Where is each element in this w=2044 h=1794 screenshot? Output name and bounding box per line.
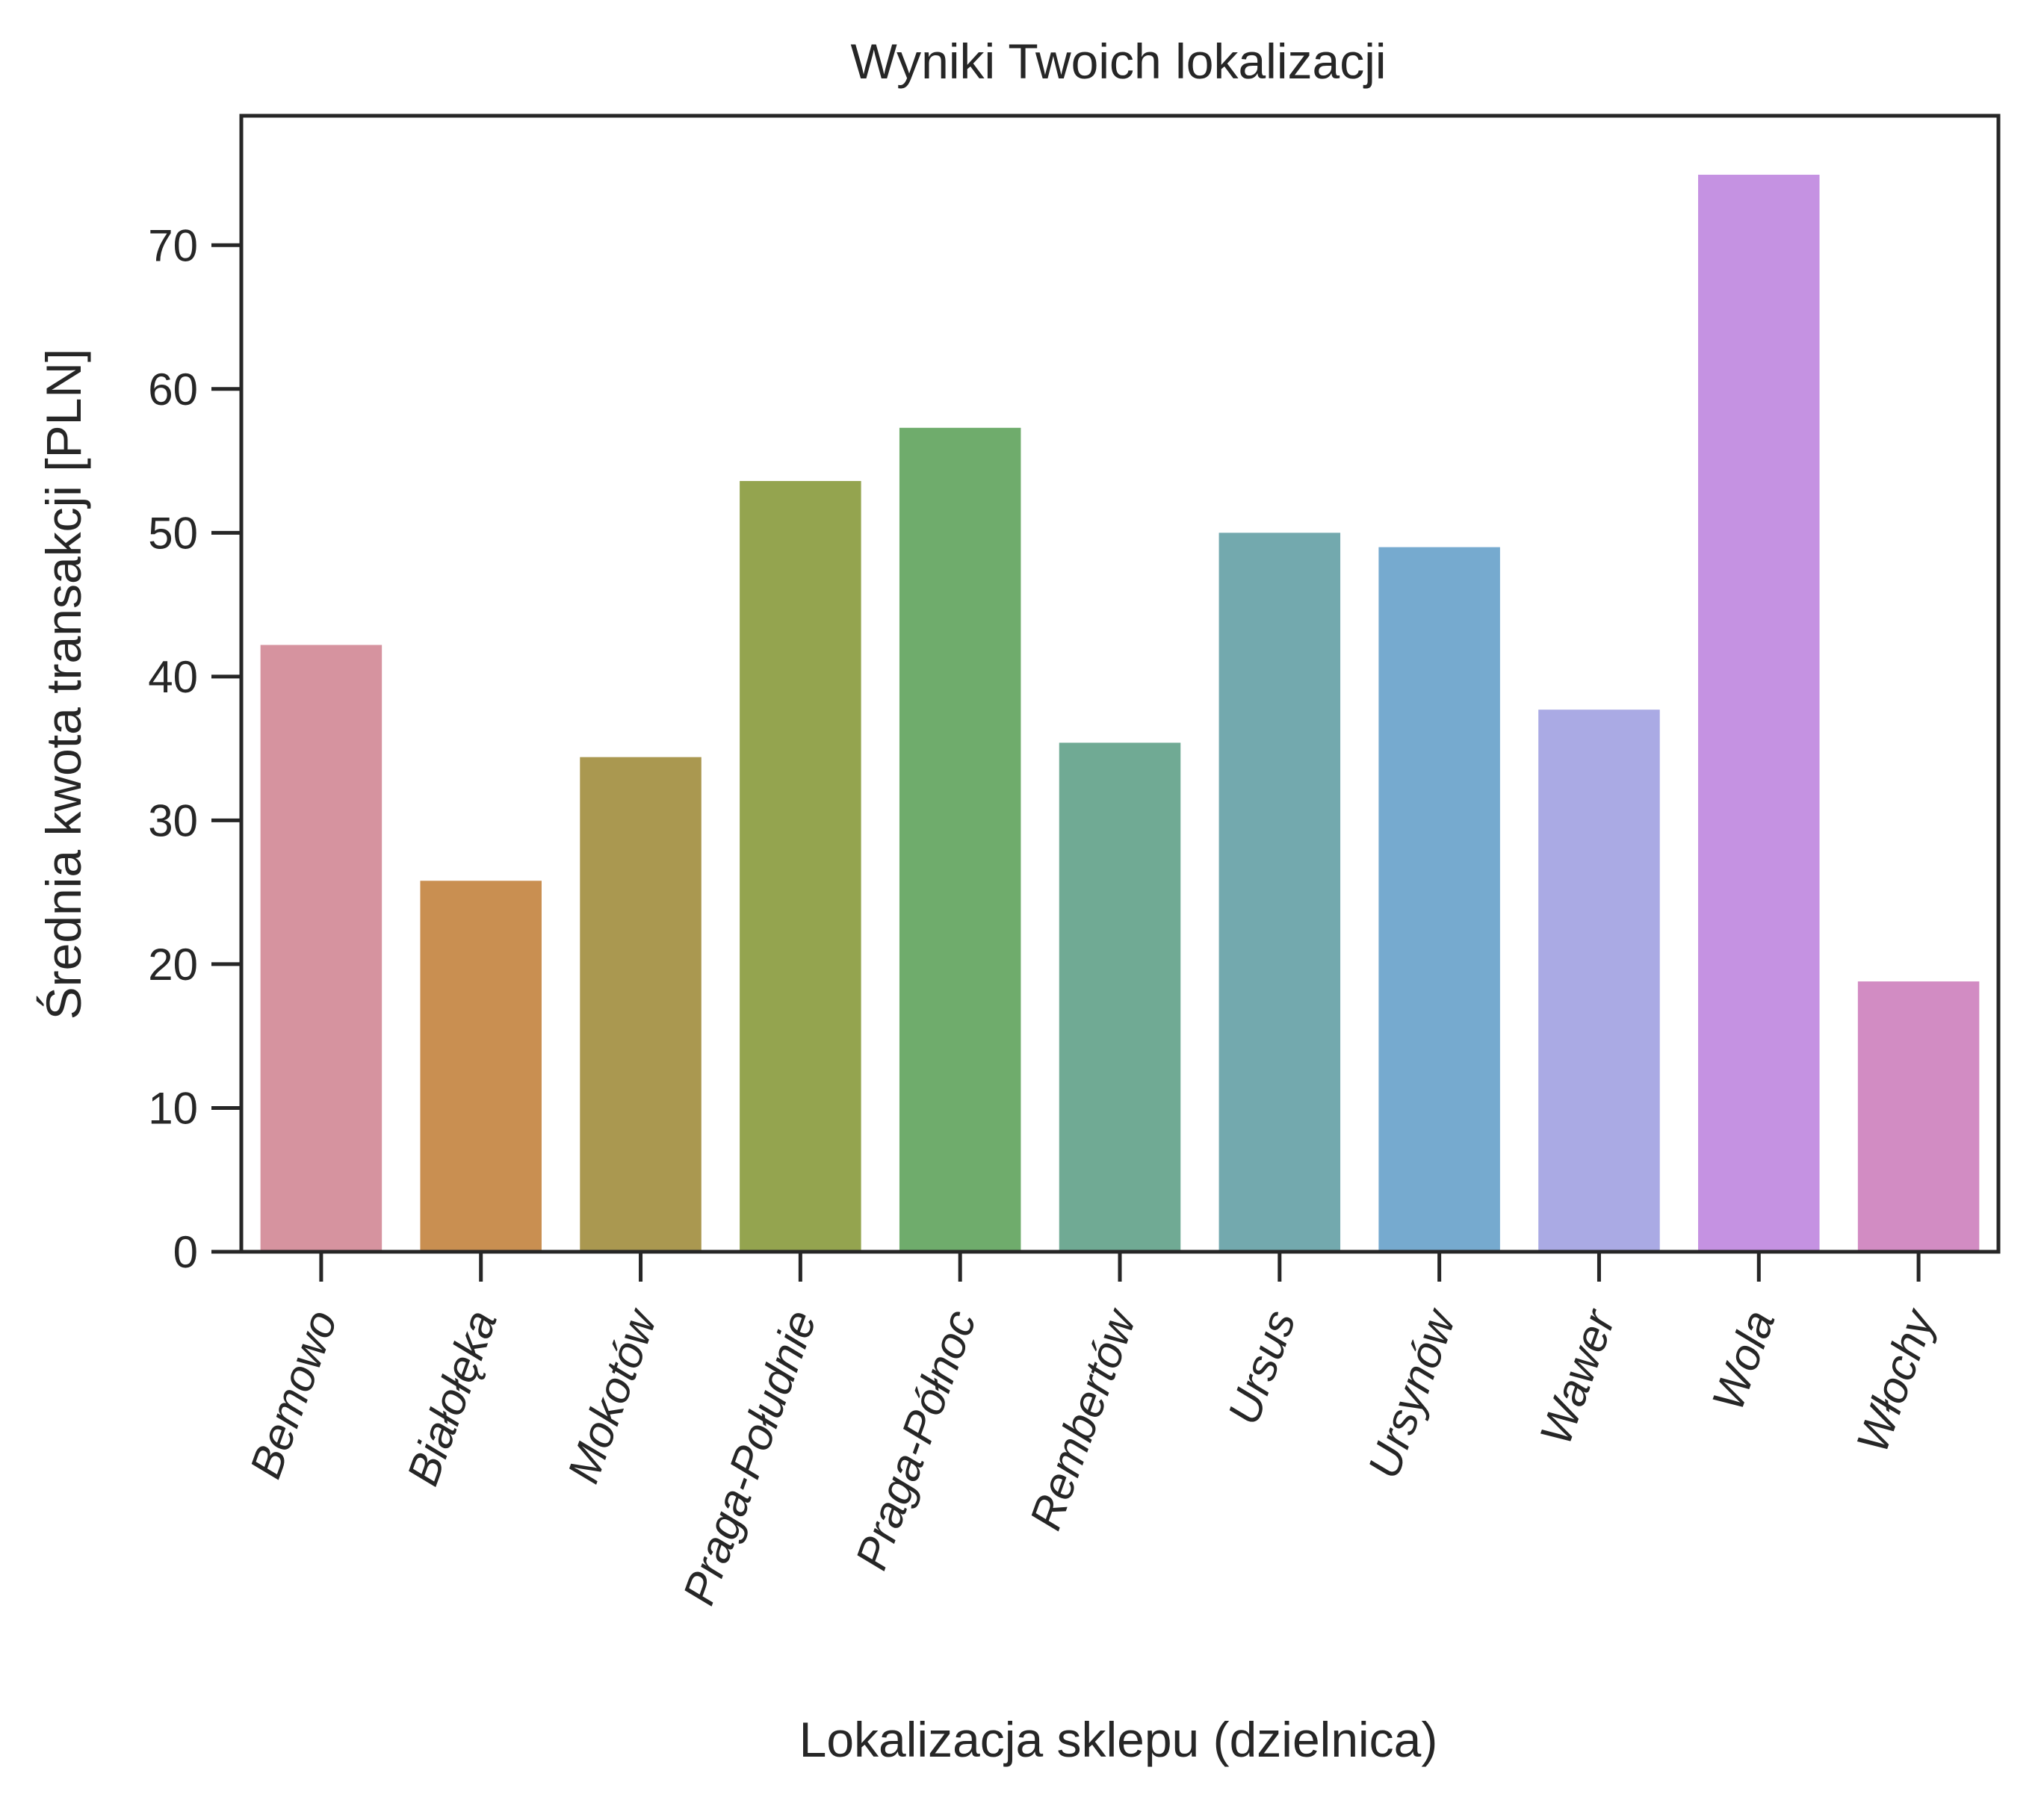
y-tick-label: 30: [148, 795, 198, 845]
bar-mokotów: [580, 757, 702, 1252]
y-tick-label: 70: [148, 220, 198, 270]
x-tick-label: Ursynów: [1358, 1301, 1466, 1485]
x-tick-label: Praga-Południe: [673, 1304, 826, 1612]
x-axis: Bemowo Białołęka Mokotów Praga-Południe Prag…: [240, 1252, 1945, 1611]
y-tick-label: 10: [148, 1083, 198, 1133]
bar-ursus: [1218, 533, 1341, 1252]
x-tick-label: Rembertów: [1020, 1301, 1146, 1536]
y-tick-label: 0: [173, 1227, 198, 1277]
x-tick-label: Bemowo: [240, 1304, 347, 1485]
bar-bemowo: [260, 645, 383, 1252]
bars-group: [260, 174, 1980, 1252]
x-tick-label: Wola: [1703, 1304, 1785, 1417]
x-tick-label: Mokotów: [558, 1301, 667, 1489]
x-tick-label: Białołęka: [397, 1304, 507, 1492]
x-axis-label: Lokalizacja sklepu (dzielnica): [799, 1712, 1438, 1767]
y-axis: 0 10 20 30 40 50 60 70: [148, 220, 241, 1277]
x-tick-label: Włochy: [1847, 1301, 1945, 1459]
bar-praga-północ: [899, 427, 1021, 1252]
y-axis-label: Średnia kwota transakcji [PLN]: [36, 349, 91, 1020]
x-tick-label: Praga-Północ: [846, 1304, 985, 1577]
y-tick-label: 60: [148, 364, 198, 415]
y-tick-label: 40: [148, 652, 198, 702]
bar-ursynów: [1378, 547, 1500, 1252]
y-tick-label: 20: [148, 940, 198, 990]
chart-title: Wyniki Twoich lokalizacji: [850, 34, 1386, 89]
x-tick-label: Ursus: [1218, 1304, 1305, 1431]
bar-białołęka: [420, 881, 542, 1252]
bar-praga-południe: [740, 481, 861, 1252]
x-tick-label: Wawer: [1530, 1303, 1625, 1451]
bar-rembertów: [1059, 742, 1181, 1252]
bar-wawer: [1538, 710, 1660, 1252]
bar-wola: [1698, 174, 1820, 1252]
y-tick-label: 50: [148, 508, 198, 558]
bar-włochy: [1857, 981, 1980, 1252]
